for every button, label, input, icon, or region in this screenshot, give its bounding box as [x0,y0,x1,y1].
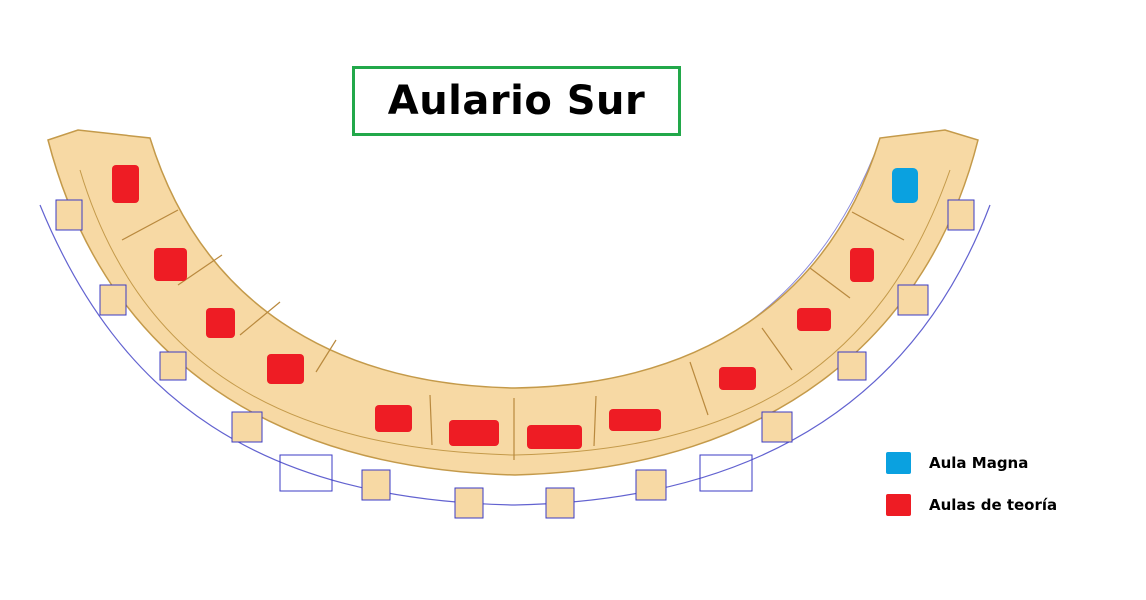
aula-teoria-marker [527,425,582,449]
legend-label: Aula Magna [929,454,1029,472]
legend: Aula Magna Aulas de teoría [886,452,1057,516]
aula-teoria-marker [375,405,412,432]
page-title: Aulario Sur [387,78,646,124]
aula-teoria-marker [449,420,499,446]
aula-teoria-marker [112,165,139,203]
aula-teoria-marker [609,409,661,431]
title-box: Aulario Sur [352,66,681,136]
legend-item-aulas-teoria: Aulas de teoría [886,494,1057,516]
room-partitions [121,209,905,460]
legend-item-aula-magna: Aula Magna [886,452,1057,474]
aulas-de-teoria [112,165,874,449]
aula-teoria-marker [850,248,874,282]
aula-teoria-marker [206,308,235,338]
service-blocks [55,199,975,519]
aula-magna-marker [892,168,918,203]
facade-outline-outer [39,204,991,506]
corridor-line [79,169,951,456]
aula-teoria-marker [719,367,756,390]
legend-label: Aulas de teoría [929,496,1058,514]
legend-swatch-red [886,494,911,516]
legend-swatch-blue [886,452,911,474]
aula-teoria-marker [154,248,187,281]
aula-teoria-marker [797,308,831,331]
building-arc [47,129,979,476]
aula-teoria-marker [267,354,304,384]
